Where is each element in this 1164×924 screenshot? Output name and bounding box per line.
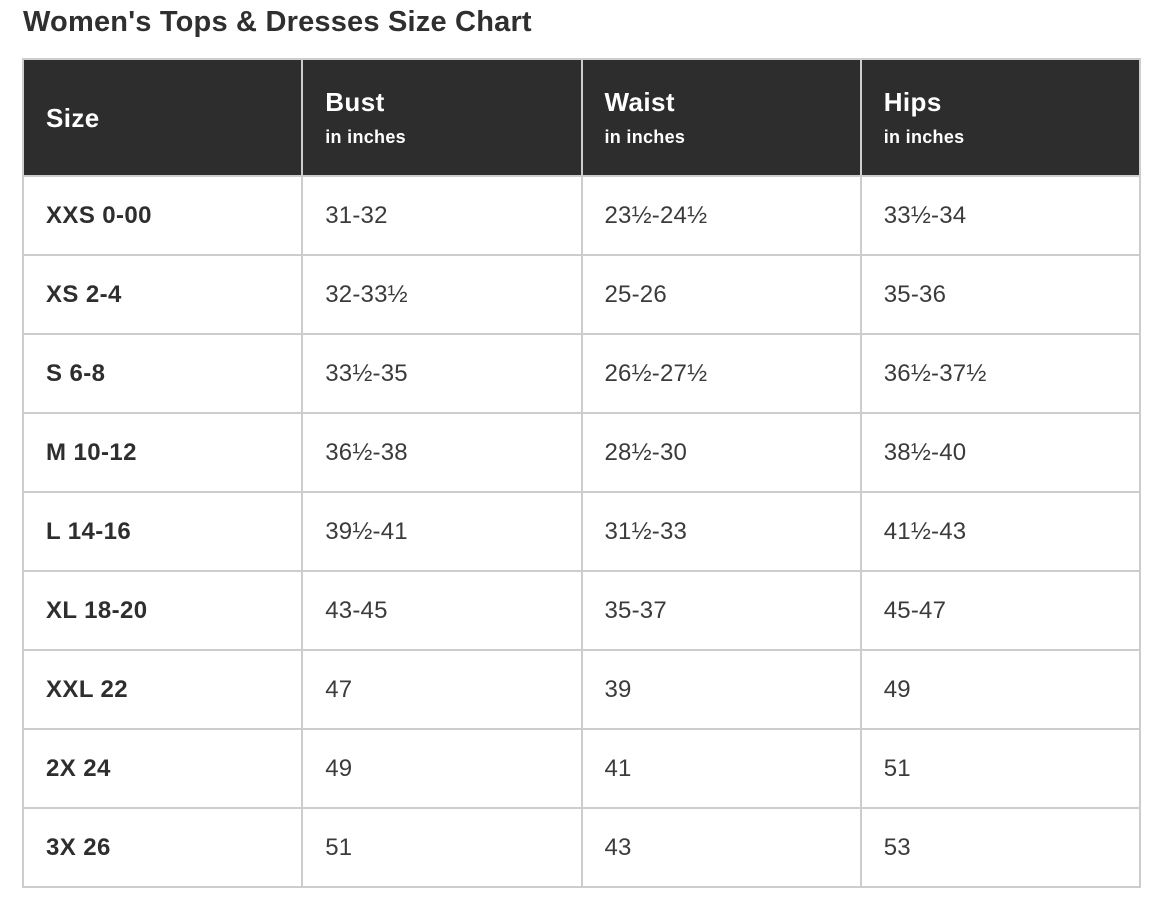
size-chart-table: Size Bust in inches Waist in inches Hips in in… [21,58,1142,888]
waist-value-cell: 35-37 [580,570,862,651]
size-label-cell: 3X 26 [21,807,304,888]
column-header-size: Size [21,58,304,177]
table-row: M 10-12 36½-38 28½-30 38½-40 [21,412,1142,493]
bust-value-cell: 47 [301,649,583,730]
size-label-cell: XXS 0-00 [21,175,304,256]
waist-value-cell: 43 [580,807,862,888]
size-label-cell: M 10-12 [21,412,304,493]
table-row: XXL 22 47 39 49 [21,649,1142,730]
waist-value-cell: 23½-24½ [580,175,862,256]
hips-value-cell: 35-36 [859,254,1142,335]
table-body: XXS 0-00 31-32 23½-24½ 33½-34 XS 2-4 32-33½ 25… [21,175,1142,888]
waist-value-cell: 28½-30 [580,412,862,493]
column-header-hips: Hips in inches [859,58,1142,177]
bust-value-cell: 43-45 [301,570,583,651]
column-label-hips: Hips [883,87,942,117]
bust-value-cell: 32-33½ [301,254,583,335]
table-header: Size Bust in inches Waist in inches Hips in in… [21,58,1142,177]
bust-value-cell: 36½-38 [301,412,583,493]
column-header-bust: Bust in inches [301,58,583,177]
hips-value-cell: 38½-40 [859,412,1142,493]
size-label-cell: XS 2-4 [21,254,304,335]
size-label-cell: 2X 24 [21,728,304,809]
bust-value-cell: 33½-35 [301,333,583,414]
column-label-size: Size [46,102,100,133]
hips-value-cell: 51 [859,728,1142,809]
size-label-cell: S 6-8 [21,333,304,414]
column-sublabel-waist: in inches [604,127,686,147]
hips-value-cell: 49 [859,649,1142,730]
waist-value-cell: 39 [580,649,862,730]
waist-value-cell: 41 [580,728,862,809]
size-label-cell: L 14-16 [21,491,304,572]
bust-value-cell: 49 [301,728,583,809]
table-row: 3X 26 51 43 53 [21,807,1142,888]
table-row: XS 2-4 32-33½ 25-26 35-36 [21,254,1142,335]
hips-value-cell: 45-47 [859,570,1142,651]
column-sublabel-hips: in inches [883,127,965,147]
size-label-cell: XXL 22 [21,649,304,730]
column-sublabel-bust: in inches [325,127,406,147]
bust-value-cell: 31-32 [301,175,583,256]
column-label-bust: Bust [325,87,385,117]
hips-value-cell: 36½-37½ [859,333,1142,414]
hips-value-cell: 53 [859,807,1142,888]
bust-value-cell: 51 [301,807,583,888]
column-label-waist: Waist [604,87,675,117]
bust-value-cell: 39½-41 [301,491,583,572]
hips-value-cell: 33½-34 [859,175,1142,256]
table-row: L 14-16 39½-41 31½-33 41½-43 [21,491,1142,572]
size-label-cell: XL 18-20 [21,570,304,651]
table-row: XL 18-20 43-45 35-37 45-47 [21,570,1142,651]
hips-value-cell: 41½-43 [859,491,1142,572]
waist-value-cell: 31½-33 [580,491,862,572]
table-header-row: Size Bust in inches Waist in inches Hips in in… [21,58,1142,177]
table-row: XXS 0-00 31-32 23½-24½ 33½-34 [21,175,1142,256]
table-row: S 6-8 33½-35 26½-27½ 36½-37½ [21,333,1142,414]
column-header-waist: Waist in inches [580,58,862,177]
table-row: 2X 24 49 41 51 [21,728,1142,809]
waist-value-cell: 25-26 [580,254,862,335]
waist-value-cell: 26½-27½ [580,333,862,414]
page-title: Women's Tops & Dresses Size Chart [23,6,532,38]
